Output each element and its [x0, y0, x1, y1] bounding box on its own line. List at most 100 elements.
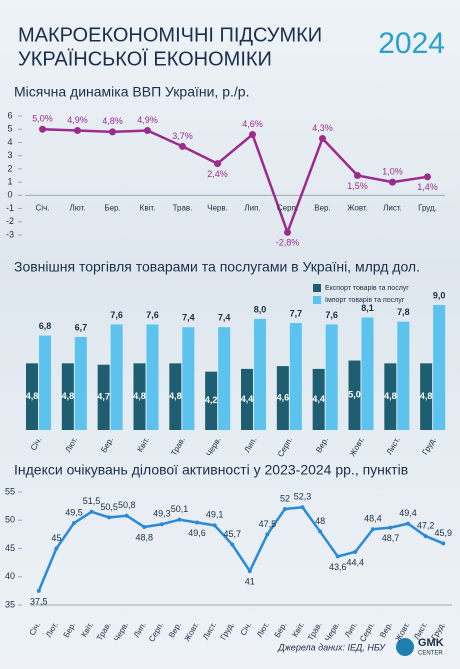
point [423, 534, 428, 539]
data-label: 7,4 [182, 313, 195, 323]
chart-title: Місячна динаміка ВВП України, р./р. [14, 84, 249, 100]
data-label: 8,0 [254, 304, 267, 314]
y-tick-label: -2 [6, 216, 14, 226]
bar [433, 305, 446, 430]
point [249, 131, 256, 139]
data-label: 6,8 [39, 321, 52, 331]
data-label: 4,8 [133, 391, 146, 401]
point [109, 128, 116, 136]
line [37, 506, 444, 592]
data-label: -2,8% [276, 238, 300, 248]
point [36, 588, 41, 593]
data-label: 48 [315, 516, 325, 526]
bar [26, 363, 38, 430]
bar [241, 368, 253, 430]
point [388, 525, 393, 530]
point [89, 509, 94, 514]
data-label: 49,1 [206, 510, 224, 520]
x-tick-label: Лют. [69, 203, 85, 212]
data-label: 48,8 [136, 532, 154, 542]
x-tick-label: Вер. [314, 203, 330, 212]
point [71, 521, 76, 526]
point [370, 527, 375, 532]
y-tick-label: 35 [5, 599, 15, 609]
y-tick-label: 5 [7, 124, 12, 134]
data-label: 43,6 [329, 562, 347, 572]
point [177, 517, 182, 522]
data-label: 52,3 [294, 492, 312, 502]
y-tick-label: -1 [6, 203, 14, 213]
y-tick-label: 50 [5, 515, 15, 525]
data-label: 1,0% [382, 166, 403, 176]
y-tick-label: 45 [5, 543, 15, 553]
x-tick-label: Січ. [36, 203, 50, 212]
data-label: 4,8 [384, 391, 397, 401]
bar [61, 363, 74, 430]
data-label: 48,7 [382, 533, 400, 543]
bar [146, 324, 159, 430]
bar [325, 324, 338, 430]
point [212, 523, 217, 528]
data-label: 7,6 [110, 310, 123, 320]
bar [74, 336, 87, 430]
data-label: 4,7 [97, 392, 110, 402]
point [247, 569, 252, 574]
year: 2024 [378, 27, 445, 60]
data-label: 50,8 [118, 500, 136, 510]
bar [39, 335, 51, 430]
point [142, 525, 147, 530]
legend-swatch [313, 284, 321, 292]
data-label: 7,6 [146, 310, 159, 320]
data-label: 41 [245, 576, 255, 586]
point [335, 554, 340, 559]
x-tick-label: Груд. [418, 203, 437, 212]
point [424, 173, 431, 181]
data-label: 49,4 [399, 508, 417, 518]
data-label: 49,6 [188, 528, 206, 538]
data-label: 4,9% [137, 115, 158, 125]
bar [384, 363, 397, 430]
point [195, 520, 200, 525]
data-label: 4,8% [102, 116, 123, 126]
y-tick-label: 40 [5, 571, 15, 581]
x-tick-label: Лип. [244, 203, 260, 212]
data-label: 47,5 [259, 519, 277, 529]
y-tick-label: 6 [7, 110, 12, 120]
data-label: 48,4 [364, 514, 382, 524]
y-tick-label: 55 [5, 486, 15, 496]
point [319, 134, 326, 142]
x-tick-label: Трав. [173, 203, 193, 212]
data-label: 37,5 [30, 596, 48, 606]
x-tick-label: Лист. [383, 203, 402, 212]
data-label: 4,8 [62, 391, 75, 401]
point [159, 522, 164, 527]
bar [312, 368, 325, 430]
data-label: 50,5 [100, 502, 118, 512]
logo-icon [396, 638, 414, 656]
y-tick-label: 4 [7, 137, 12, 147]
data-label: 7,8 [397, 307, 410, 317]
data-label: 5,0% [32, 114, 53, 124]
bar [182, 327, 195, 430]
bar [348, 360, 361, 430]
bar [361, 317, 374, 430]
point [284, 228, 291, 236]
data-label: 4,3% [312, 123, 333, 133]
data-label: 7,7 [290, 308, 303, 318]
point [406, 521, 411, 526]
data-label: 51,5 [83, 496, 101, 506]
bar [110, 324, 123, 430]
legend-label: Імпорт товарів та послуг [325, 296, 405, 304]
bar [276, 366, 289, 430]
bar [420, 363, 433, 430]
y-tick-label: 2 [7, 163, 12, 173]
bar [205, 371, 218, 430]
y-tick-label: 1 [7, 176, 12, 186]
bar [169, 363, 182, 430]
point [300, 505, 305, 510]
point [265, 532, 270, 537]
y-tick-label: -3 [6, 229, 14, 239]
point [39, 125, 46, 133]
data-label: 49,3 [153, 509, 171, 519]
